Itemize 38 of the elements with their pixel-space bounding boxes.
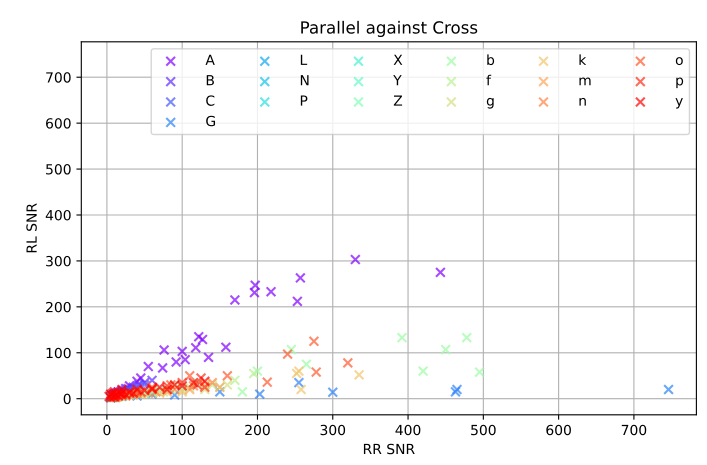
legend-label: P: [300, 96, 308, 106]
y-tick-label: 600: [46, 118, 71, 129]
legend-label: n: [579, 98, 586, 106]
x-tick-label: 200: [245, 424, 270, 436]
legend-label: X: [394, 54, 402, 65]
legend-label: b: [487, 54, 494, 66]
legend-label: Z: [394, 96, 402, 106]
y-tick-label: 0: [64, 394, 71, 404]
legend-label: N: [300, 75, 309, 86]
legend-label: L: [300, 54, 308, 65]
x-tick-label: 300: [320, 424, 346, 436]
x-tick-label: 700: [622, 424, 646, 436]
x-axis-title: RR SNR: [364, 444, 415, 454]
y-tick-label: 400: [46, 210, 71, 220]
y-tick-label: 200: [46, 302, 71, 312]
legend-label: G: [206, 116, 216, 126]
legend-label: m: [579, 78, 591, 86]
y-axis-title: RL SNR: [26, 203, 37, 252]
legend-label: y: [675, 98, 683, 109]
x-tick-label: 400: [395, 424, 420, 436]
legend-label: g: [486, 98, 494, 109]
chart-title: Parallel against Cross: [301, 20, 478, 37]
x-tick-label: 100: [170, 424, 195, 436]
legend-label: Y: [393, 75, 402, 86]
y-tick-label: 100: [46, 348, 71, 358]
legend-label: A: [206, 54, 215, 65]
legend-label: B: [206, 75, 214, 86]
y-tick-label: 500: [46, 164, 71, 175]
legend-label: o: [676, 57, 683, 66]
x-tick-label: 500: [471, 424, 496, 436]
x-tick-label: 0: [103, 424, 110, 436]
legend-label: p: [676, 78, 684, 88]
legend-label: k: [579, 54, 586, 65]
y-tick-label: 300: [46, 256, 71, 266]
legend-label: f: [486, 74, 492, 86]
y-tick-label: 700: [46, 72, 71, 83]
legend-label: C: [206, 95, 214, 106]
x-tick-label: 600: [546, 424, 571, 436]
